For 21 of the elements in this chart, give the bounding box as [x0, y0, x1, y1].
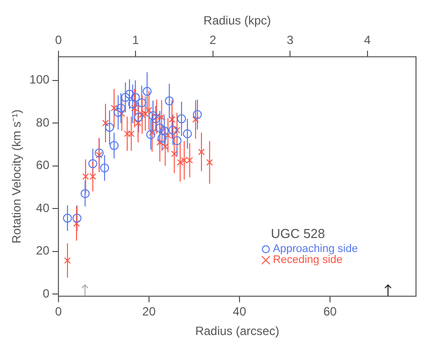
y-tick-label: 100	[29, 72, 50, 87]
y-tick-label: 0	[42, 286, 50, 300]
y-axis-title: Rotation Velocity (km s⁻¹)	[10, 109, 24, 244]
legend-label: Approaching side	[272, 243, 358, 256]
y-tick-label: 20	[36, 244, 50, 258]
legend-title: UGC 528	[270, 226, 326, 241]
x-tick-label: 40	[232, 304, 246, 319]
x2-tick-label: 1	[132, 32, 140, 47]
x2-tick-label: 3	[286, 32, 294, 47]
x2-tick-label: 2	[210, 32, 217, 47]
y-tick-label: 80	[36, 115, 50, 130]
x2-tick-label: 0	[55, 32, 62, 47]
x-tick-label: 60	[323, 304, 337, 319]
x2-tick-label: 4	[364, 32, 371, 47]
x2-axis-title: Radius (kpc)	[204, 14, 271, 28]
x-tick-label: 20	[142, 304, 156, 319]
y-tick-label: 40	[36, 200, 50, 215]
x-axis-title: Radius (arcsec)	[195, 324, 280, 338]
x-tick-label: 0	[55, 304, 62, 319]
y-tick-label: 60	[36, 158, 50, 172]
legend-label: Receding side	[272, 254, 343, 266]
